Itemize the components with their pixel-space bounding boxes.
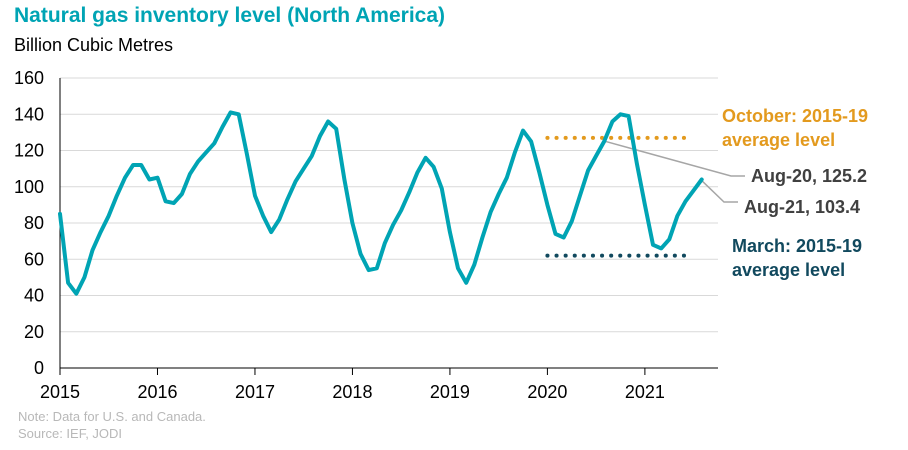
footnote: Note: Data for U.S. and Canada.: [18, 409, 206, 424]
chart-title: Natural gas inventory level (North Ameri…: [14, 4, 446, 27]
y-tick-label: 80: [24, 213, 44, 233]
x-tick-label: 2019: [430, 382, 470, 402]
october-average-label: October: 2015-19: [722, 106, 868, 126]
callout-leader-line: [701, 180, 738, 203]
y-tick-label: 20: [24, 322, 44, 342]
data-callout-label: Aug-20, 125.2: [751, 166, 867, 186]
y-tick-label: 140: [14, 104, 44, 124]
data-callout-label: Aug-21, 103.4: [744, 197, 860, 217]
october-average-label: average level: [722, 130, 835, 150]
x-tick-label: 2017: [235, 382, 275, 402]
y-tick-label: 100: [14, 177, 44, 197]
y-tick-label: 60: [24, 249, 44, 269]
y-tick-label: 40: [24, 286, 44, 306]
x-tick-label: 2016: [137, 382, 177, 402]
y-tick-label: 120: [14, 141, 44, 161]
march-average-label: average level: [732, 260, 845, 280]
series-line-inventory: [58, 110, 704, 296]
source-note: Source: IEF, JODI: [18, 426, 123, 441]
x-tick-label: 2021: [625, 382, 665, 402]
x-tick-label: 2020: [527, 382, 567, 402]
chart-subtitle: Billion Cubic Metres: [14, 35, 174, 55]
y-tick-label: 0: [34, 358, 44, 378]
callout-leader-line: [604, 140, 745, 177]
x-tick-label: 2015: [40, 382, 80, 402]
y-tick-label: 160: [14, 68, 44, 88]
march-average-label: March: 2015-19: [732, 236, 862, 256]
x-tick-label: 2018: [332, 382, 372, 402]
